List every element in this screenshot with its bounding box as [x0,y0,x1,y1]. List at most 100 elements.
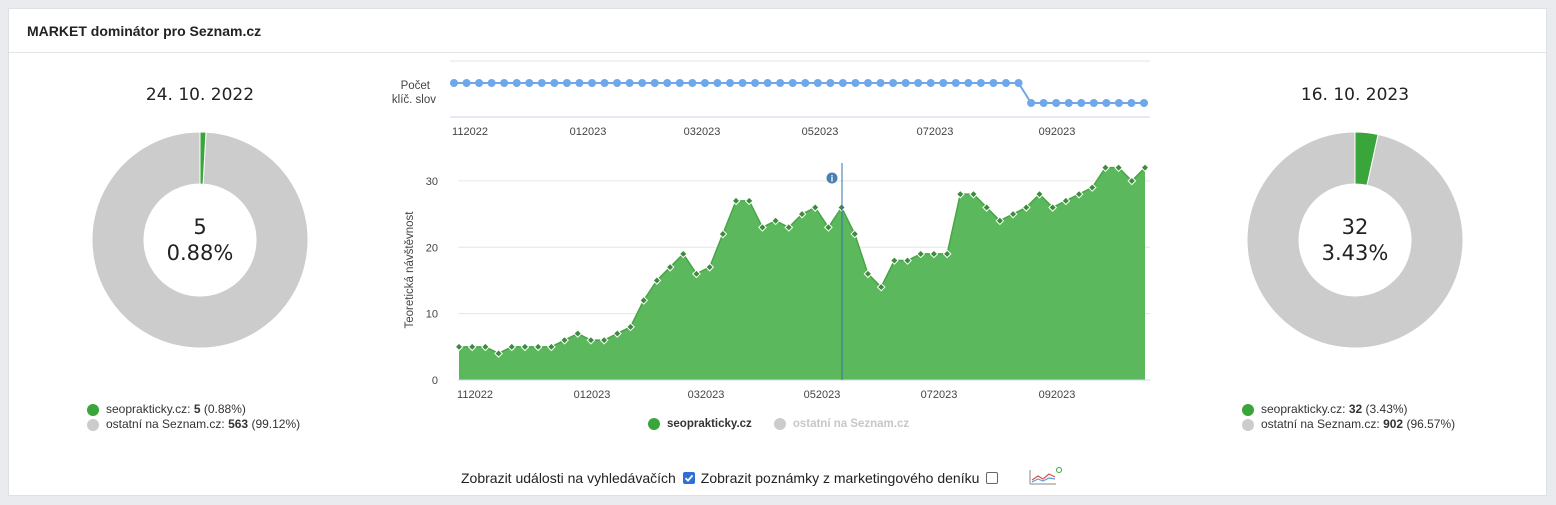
area-point [758,222,767,232]
kw-point [951,79,960,87]
kw-point [889,79,898,87]
legend-value: 32 [1348,402,1363,416]
area-point [916,249,926,259]
kw-point [487,79,496,87]
kw-point [562,79,571,87]
kw-point [525,79,534,87]
area-point [1035,189,1044,199]
kw-point [1052,99,1061,107]
area-point [1087,183,1097,192]
right-legend-row-other[interactable]: ostatní na Seznam.cz: 902 (96.57%) [1242,417,1455,432]
kw-point [964,79,973,87]
kw-point [813,79,822,87]
kw-point [801,79,810,87]
area-point [810,203,820,212]
area-point [586,335,596,345]
area-point [1074,189,1084,199]
area-x-tick-label: 052023 [804,389,841,401]
kw-point [763,79,772,87]
kw-point [926,79,935,87]
kw-point [851,79,860,87]
legend-label: seoprakticky.cz: [106,402,191,416]
kw-point [500,79,509,87]
kw-point [826,79,835,87]
area-point [1127,176,1137,186]
chart-settings-icon[interactable] [1028,466,1063,489]
legend-item-ostatni[interactable]: ostatní na Seznam.cz [773,418,910,430]
area-point [705,262,715,272]
kw-point [989,79,998,87]
checkmark-icon [684,474,694,482]
kw-point [613,79,622,87]
right-legend: seoprakticky.cz: 32 (3.43%) ostatní na S… [1242,402,1455,432]
kw-ylabel-line1: Počet [401,80,431,92]
area-point [467,342,477,352]
kw-point [864,79,872,87]
gray-dot-icon [773,418,786,430]
kw-point [713,79,722,87]
notes-checkbox[interactable] [986,471,999,484]
area-point [1008,209,1018,219]
legend-item-seoprakticky[interactable]: seoprakticky.cz [648,418,752,430]
area-series-fill [459,167,1145,380]
kw-point [939,79,948,87]
kw-point [625,79,634,87]
kw-point [901,79,910,87]
kw-point [475,79,484,87]
left-legend-row-site[interactable]: seoprakticky.cz: 5 (0.88%) [87,402,300,417]
donut-slice-other [91,131,309,349]
area-x-tick-label: 112022 [457,389,493,401]
legend-pct: (3.43%) [1365,402,1408,416]
area-point [731,196,741,206]
kw-point [512,79,521,87]
kw-point [1089,99,1098,107]
traffic-chart[interactable]: Počet klíč. slov 112022 012023 032023 05202… [380,55,1170,415]
footer-options: Zobrazit události na vyhledávačích Zobra… [461,466,1063,489]
left-donut-center: 5 0.88% [92,132,308,348]
info-icon [826,172,838,184]
area-point [982,203,992,212]
area-point [560,335,569,345]
legend-value: 563 [228,417,249,431]
legend-series2-label: ostatní na Seznam.cz [792,418,910,430]
donut-slice-site [199,131,207,185]
events-checkbox[interactable] [682,471,695,484]
kw-point [450,79,458,87]
area-point [546,342,556,352]
area-point [942,249,952,259]
right-legend-row-site[interactable]: seoprakticky.cz: 32 (3.43%) [1242,402,1455,417]
area-point [533,342,543,352]
kw-point [537,79,546,87]
kw-point [1014,79,1023,87]
left-donut[interactable]: 5 0.88% [91,131,309,349]
area-x-tick-label: 072023 [921,389,958,401]
gray-dot-icon [87,418,99,431]
kw-ylabel-line2: klíč. slov [392,94,436,106]
kw-point [588,79,596,87]
legend-label: ostatní na Seznam.cz: [1261,417,1380,431]
left-donut-chart[interactable] [91,131,309,349]
visits-area-chart: Teoretická návštěvnost 0 10 20 30 112022 0120… [404,163,1150,401]
area-point [863,269,873,279]
right-donut-chart[interactable] [1246,131,1464,349]
chart-legend: seoprakticky.cz ostatní na Seznam.cz [648,418,931,430]
gray-dot-icon [1242,418,1254,431]
visits-ylabel: Teoretická návštěvnost [404,211,416,329]
area-point [1140,163,1150,173]
kw-point [1102,99,1111,107]
kw-point [1127,99,1136,107]
kw-point [575,79,584,87]
kw-point [462,79,471,87]
area-point [718,229,728,239]
kw-point [1039,99,1048,107]
kw-point [914,79,923,87]
right-donut[interactable]: 32 3.43% [1246,131,1464,349]
kw-x-tick-label: 112022 [452,126,488,138]
area-point [1101,163,1110,173]
kw-point [726,79,734,87]
left-legend-row-other[interactable]: ostatní na Seznam.cz: 563 (99.12%) [87,417,300,432]
kw-point [1027,99,1036,107]
area-point [850,229,860,239]
left-legend: seoprakticky.cz: 5 (0.88%) ostatní na Se… [87,402,300,432]
left-count: 5 [193,215,207,239]
